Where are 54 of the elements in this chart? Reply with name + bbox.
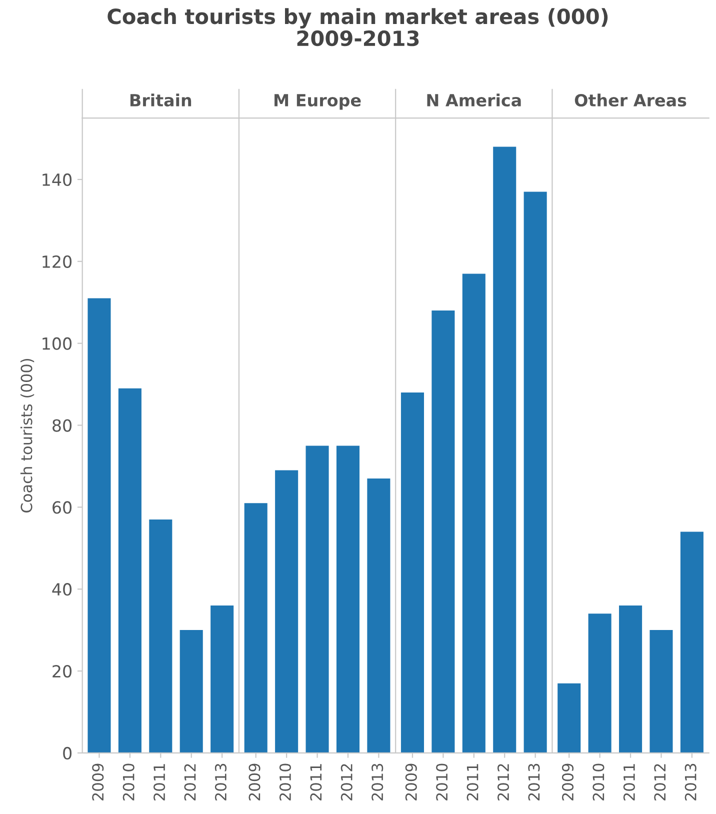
x-tick-label: 2011 <box>466 764 478 800</box>
x-tick-label: 2012 <box>184 764 196 800</box>
x-tick-label: 2013 <box>684 764 696 800</box>
y-tick-label: 40 <box>52 583 72 596</box>
x-tick-label: 2009 <box>92 764 104 800</box>
bar <box>367 478 390 753</box>
bar <box>588 614 612 753</box>
x-tick-label: 2013 <box>214 764 227 800</box>
y-tick-label: 80 <box>52 419 72 432</box>
bar <box>275 470 298 753</box>
bar <box>650 630 673 753</box>
bar <box>432 310 455 753</box>
x-tick-label: 2009 <box>248 764 260 800</box>
chart-subtitle: Britain <box>130 94 192 107</box>
bar <box>619 605 642 753</box>
y-tick-label: 0 <box>63 746 72 760</box>
x-tick-label: 2009 <box>405 764 417 800</box>
x-tick-label: 2011 <box>623 764 635 800</box>
x-tick-label: 2011 <box>154 764 166 800</box>
x-tick-label: 2013 <box>528 764 540 800</box>
chart-subtitle: N America <box>427 94 521 107</box>
x-tick-label: 2010 <box>592 764 604 800</box>
text: Coach tourists by main market areas (000) 2009-2013 <box>108 8 608 46</box>
x-tick-label: 2013 <box>372 764 384 800</box>
bar <box>524 192 547 753</box>
bar <box>180 630 203 753</box>
y-tick-label: 140 <box>42 173 72 186</box>
bar <box>558 683 581 753</box>
x-tick-label: 2012 <box>340 764 352 800</box>
bar <box>400 392 424 753</box>
bar <box>493 146 516 753</box>
bar <box>210 605 234 753</box>
x-tick-label: 2010 <box>122 764 134 800</box>
bar <box>306 446 329 753</box>
y-tick-label: 60 <box>52 501 72 514</box>
x-tick-label: 2012 <box>497 764 510 800</box>
y-tick-label: 100 <box>42 337 72 350</box>
x-tick-label: 2010 <box>436 764 448 800</box>
y-tick-label: 120 <box>42 255 72 268</box>
chart-subtitle: Other Areas <box>574 94 686 107</box>
x-tick-label: 2012 <box>654 764 666 800</box>
bar <box>244 503 268 753</box>
y-tick-label: 20 <box>52 664 72 678</box>
y-axis-title: Coach tourists (000) <box>20 358 34 512</box>
bar <box>336 446 360 753</box>
chart-subtitle: M Europe <box>274 94 361 110</box>
bar <box>118 388 142 753</box>
x-tick-label: 2009 <box>562 764 574 800</box>
bar <box>88 298 111 753</box>
bar <box>680 532 704 753</box>
x-tick-label: 2010 <box>279 764 291 800</box>
bar <box>149 519 172 753</box>
bar <box>462 274 486 753</box>
x-tick-label: 2011 <box>310 764 322 800</box>
